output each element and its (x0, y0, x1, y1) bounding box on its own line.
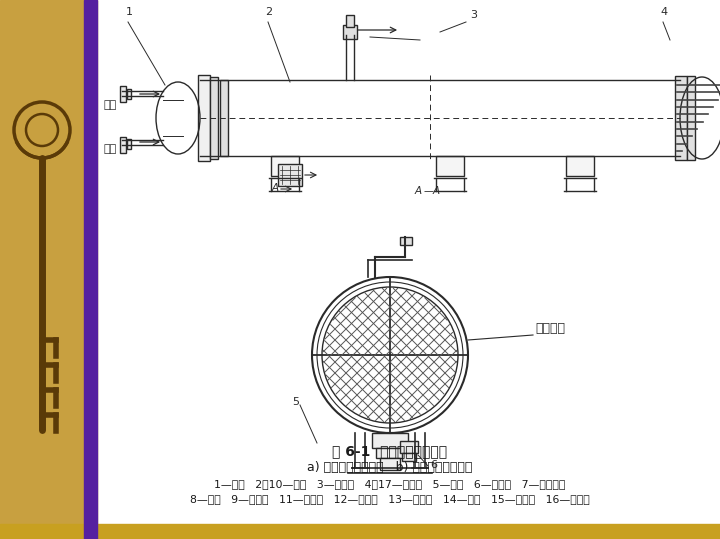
Text: 水出: 水出 (104, 100, 117, 110)
Bar (346, 15, 354, 27)
Bar (271, 156, 299, 176)
Bar (380, 458, 400, 470)
Text: 6: 6 (430, 460, 437, 470)
Text: 1—端盖   2、10—壳体   3—进气管   4、17—传热管   5—支架   6—出液管   7—放空气管: 1—端盖 2、10—壳体 3—进气管 4、17—传热管 5—支架 6—出液管 7… (215, 479, 566, 489)
Text: 插管方式: 插管方式 (535, 322, 565, 335)
Bar (127, 139, 131, 149)
Bar (210, 77, 218, 159)
Bar (84, 0, 97, 539)
Text: 3: 3 (470, 10, 477, 20)
Bar (120, 86, 126, 102)
Text: 1: 1 (126, 7, 133, 17)
Bar (0, 524, 720, 539)
Text: 水进: 水进 (104, 144, 117, 154)
Bar (198, 75, 210, 161)
Bar (436, 156, 464, 176)
Bar (400, 237, 412, 245)
Bar (400, 441, 418, 453)
Text: A: A (272, 183, 279, 193)
Bar (120, 137, 126, 153)
Text: A: A (433, 186, 440, 196)
Bar (402, 453, 416, 461)
Bar (343, 25, 357, 39)
Bar (376, 448, 404, 458)
Bar (127, 89, 131, 99)
Text: a) 卧式壳管式冷凝器   b) 立式壳管式冷凝器: a) 卧式壳管式冷凝器 b) 立式壳管式冷凝器 (307, 461, 473, 474)
Bar (220, 80, 228, 156)
Bar (278, 164, 302, 186)
Bar (372, 433, 408, 448)
Text: 4: 4 (660, 7, 667, 17)
Text: —: — (424, 186, 433, 196)
Bar (0, 0, 97, 539)
Text: 2: 2 (265, 7, 272, 17)
Bar (687, 76, 695, 160)
Text: 5: 5 (292, 397, 299, 407)
Text: 8—水槽   9—安全阀   11—平衡管   12—混合管   13—放油阀   14—端阀   15—压力表   16—进气阀: 8—水槽 9—安全阀 11—平衡管 12—混合管 13—放油阀 14—端阀 15… (190, 494, 590, 504)
Bar (566, 156, 594, 176)
Text: 图 6-1  壳管式冷凝器结构: 图 6-1 壳管式冷凝器结构 (333, 444, 448, 458)
Bar (675, 76, 687, 160)
Text: A: A (415, 186, 422, 196)
